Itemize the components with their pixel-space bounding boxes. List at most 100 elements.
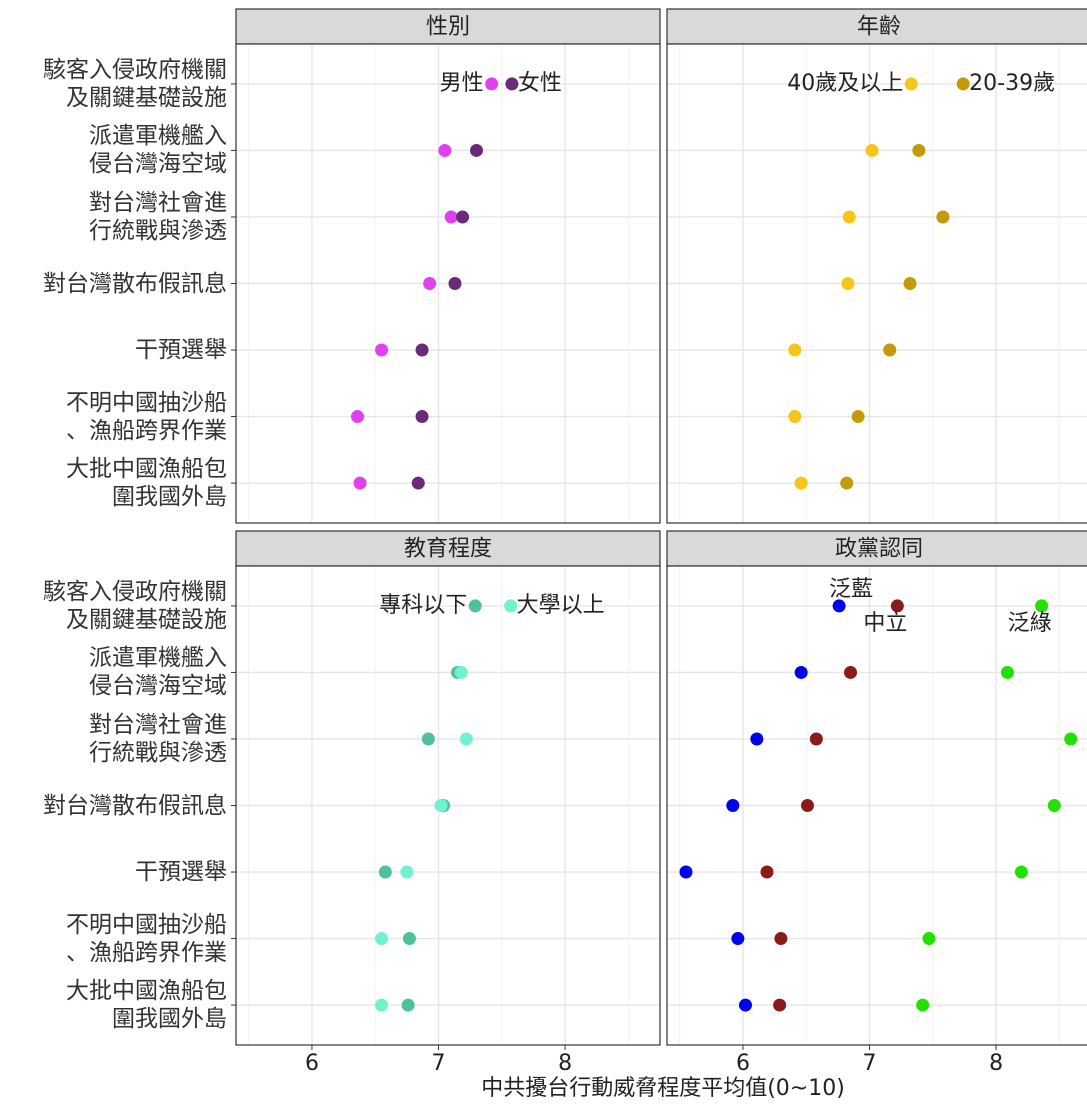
dot [832, 599, 846, 613]
y-tick-label: 駭客入侵政府機關 及關鍵基礎設施 [43, 56, 227, 111]
x-tick-label: 6 [736, 1051, 750, 1076]
strip [666, 8, 1087, 45]
panel-border [666, 565, 1087, 1046]
dot [841, 277, 855, 290]
x-tick-label: 7 [863, 1051, 877, 1076]
series-label: 專科以下 [379, 593, 467, 618]
series-label: 中立 [863, 611, 907, 636]
dot [844, 665, 858, 679]
dot [1047, 799, 1061, 812]
dot [375, 343, 389, 357]
dot [800, 799, 814, 812]
dot [351, 410, 365, 424]
panel-title: 性別 [426, 15, 470, 40]
dot [421, 732, 435, 746]
dot [423, 277, 437, 290]
series-label: 20-39歲 [969, 71, 1055, 96]
dot [353, 476, 367, 490]
dot [904, 77, 918, 91]
dot [402, 932, 416, 946]
panel-title: 教育程度 [404, 537, 492, 562]
dot [903, 277, 917, 290]
dot [774, 932, 788, 946]
dot [456, 210, 470, 224]
dot [936, 210, 950, 224]
dot [922, 932, 936, 946]
dot [469, 143, 483, 157]
panel-title: 年齡 [857, 15, 901, 40]
series-label: 泛藍 [829, 577, 873, 602]
dot [726, 799, 740, 812]
dot [773, 998, 787, 1012]
y-tick-label: 對台灣散布假訊息 [43, 792, 227, 819]
dot [448, 277, 462, 290]
dot [731, 932, 745, 946]
series-label: 女性 [518, 71, 562, 96]
x-tick-label: 8 [989, 1051, 1003, 1076]
x-axis-label: 中共擾台行動威脅程度平均值(0~10) [481, 1076, 845, 1101]
dot [788, 410, 802, 424]
dot [375, 998, 389, 1012]
dot [400, 865, 414, 879]
dot [883, 343, 897, 357]
y-tick-label: 干預選舉 [135, 859, 227, 886]
dot [956, 77, 970, 91]
dot [890, 599, 904, 613]
y-tick-label: 對台灣社會進 行統戰與滲透 [89, 189, 227, 244]
dot [1064, 732, 1078, 746]
y-tick-label: 大批中國漁船包 圍我國外島 [66, 456, 227, 511]
y-tick-label: 不明中國抽沙船 、漁船跨界作業 [66, 911, 227, 966]
y-tick-label: 大批中國漁船包 圍我國外島 [66, 978, 227, 1033]
y-tick-label: 干預選舉 [135, 337, 227, 364]
dot [738, 998, 752, 1012]
dot [794, 665, 808, 679]
dot [1000, 665, 1014, 679]
dot [485, 77, 499, 91]
dot [760, 865, 774, 879]
series-label: 大學以上 [517, 593, 605, 618]
dot [809, 732, 823, 746]
dot [415, 343, 429, 357]
dot [679, 865, 693, 879]
y-tick-label: 派遣軍機艦入 侵台灣海空域 [89, 645, 227, 700]
series-label: 泛綠 [1008, 611, 1052, 636]
dot [1014, 865, 1028, 879]
y-tick-label: 駭客入侵政府機關 及關鍵基礎設施 [43, 578, 227, 633]
y-tick-label: 對台灣散布假訊息 [43, 270, 227, 297]
dot [454, 665, 468, 679]
dot [375, 932, 389, 946]
x-tick-label: 7 [432, 1051, 446, 1076]
dot [865, 143, 879, 157]
dot [1035, 599, 1049, 613]
dot [842, 210, 856, 224]
dot [912, 143, 926, 157]
strip [235, 530, 661, 567]
dot [434, 799, 448, 812]
dot [459, 732, 473, 746]
dot [415, 410, 429, 424]
series-label: 男性 [440, 71, 484, 96]
dot [505, 77, 519, 91]
series-label: 40歲及以上 [787, 71, 903, 96]
dot [504, 599, 518, 613]
dot [401, 998, 415, 1012]
y-tick-label: 對台灣社會進 行統戰與滲透 [89, 711, 227, 766]
dot [444, 210, 458, 224]
dot [750, 732, 764, 746]
dot [788, 343, 802, 357]
dot [840, 476, 854, 490]
dot [851, 410, 865, 424]
dot [794, 476, 808, 490]
x-tick-label: 6 [305, 1051, 319, 1076]
dot [411, 476, 425, 490]
dot [916, 998, 930, 1012]
x-tick-label: 8 [558, 1051, 572, 1076]
strip [235, 8, 661, 45]
panel-title: 政黨認同 [835, 537, 923, 562]
dot [438, 143, 452, 157]
dot [378, 865, 392, 879]
y-tick-label: 不明中國抽沙船 、漁船跨界作業 [66, 389, 227, 444]
panel-border [666, 43, 1087, 524]
